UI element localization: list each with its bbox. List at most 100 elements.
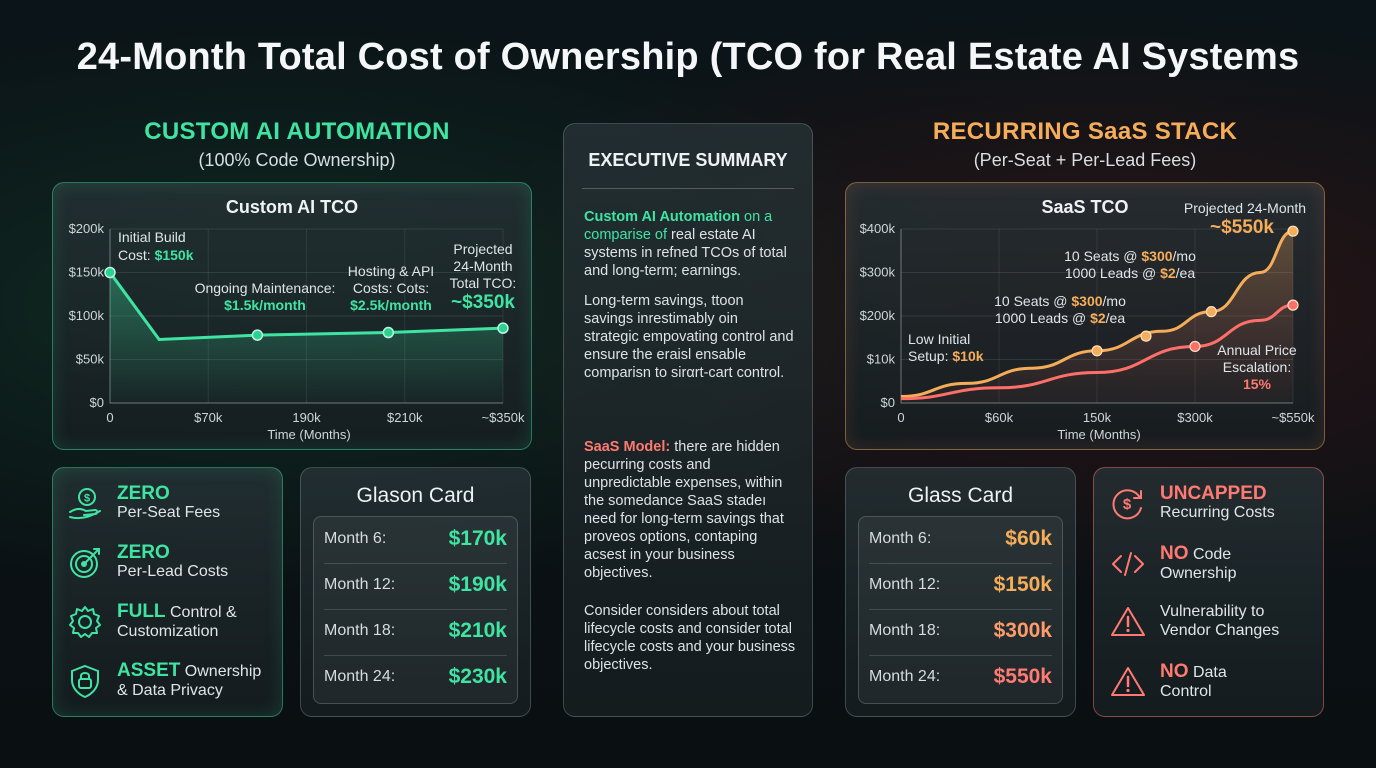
drawback-4-rest: Data: [1188, 664, 1227, 681]
saas-ann-escalation-2: Escalation:: [1223, 359, 1291, 375]
benefit-3-big: FULL: [117, 601, 166, 622]
data-point: [1287, 225, 1299, 237]
benefit-2-line2: Per-Lead Costs: [117, 563, 229, 580]
saas-area: [901, 231, 1293, 403]
benefit-4-big: ASSET: [117, 660, 181, 681]
svg-text:$: $: [84, 493, 90, 505]
saas-milestone-card: Glass Card Month 6: $60k Month 12: $150k M…: [845, 467, 1076, 717]
custom-ai-card-title: Glason Card: [356, 484, 475, 507]
data-point: [1205, 306, 1217, 318]
milestone-value: $550k: [993, 665, 1052, 688]
warning-icon: [1111, 607, 1145, 636]
page-title: 24-Month Total Cost of Ownership (TCO fo…: [76, 36, 1300, 78]
custom-ai-milestone-list: Month 6: $170k Month 12: $190k Month 18: $2…: [313, 516, 518, 704]
target-icon: [70, 548, 100, 578]
code-icon: [1112, 552, 1144, 576]
data-point: [1091, 345, 1103, 357]
ann-projected-1: Projected: [453, 241, 512, 257]
milestone-value: $190k: [448, 573, 507, 596]
y-tick-label: $50k: [76, 352, 105, 367]
summary-paragraph-1: Custom AI Automation on a comparise of r…: [584, 209, 787, 279]
y-tick-label: $0: [881, 395, 895, 410]
drawback-2-big: NO: [1160, 543, 1189, 564]
milestone-row: Month 12: $190k: [324, 563, 507, 610]
custom-ai-header: CUSTOM AI AUTOMATION (100% Code Ownershi…: [52, 118, 542, 171]
custom-ai-chart: $200k $150k $100k $50k $00 $70k 190k $210k ~$350…: [69, 221, 525, 442]
shield-icon: [71, 664, 99, 699]
summary-paragraph-3: SaaS Model: there are hidden pecurring c…: [584, 439, 784, 581]
data-point: [497, 322, 509, 334]
drawback-1-big: UNCAPPED: [1160, 483, 1267, 504]
benefit-3-rest: Control &: [165, 604, 237, 621]
recurring-dollar-icon: $: [1112, 489, 1142, 520]
milestone-row: Month 6: $170k: [324, 517, 507, 564]
milestone-row: Month 12: $150k: [869, 563, 1052, 610]
saas-ann-low-initial: Low Initial: [908, 331, 970, 347]
y-tick-label: $400k: [860, 221, 896, 236]
custom-ai-chart-title: Custom AI TCO: [225, 197, 359, 217]
hand-dollar-icon: $: [69, 488, 101, 520]
x-tick-label: $60k: [985, 410, 1014, 425]
saas-xlabel: Time (Months): [1057, 427, 1140, 442]
saas-ann-leads-2: 1000 Leads @ $2/ea: [995, 310, 1125, 326]
milestone-label: Month 12:: [324, 576, 396, 593]
saas-line-total: [900, 229, 1294, 398]
custom-ai-area: [110, 272, 503, 403]
drawback-3-rest: Vulnerability to: [1160, 603, 1265, 620]
ann-maintenance-label: Ongoing Maintenance:: [195, 280, 336, 296]
milestone-label: Month 6:: [324, 530, 387, 547]
benefit-4-line2: & Data Privacy: [117, 682, 223, 699]
saas-ann-setup: Setup: $10k: [908, 348, 984, 364]
custom-ai-title: CUSTOM AI AUTOMATION: [144, 118, 450, 145]
ann-projected-value: ~$350k: [451, 292, 515, 313]
milestone-row: Month 24: $550k: [869, 655, 1052, 701]
ann-projected-2: 24-Month: [453, 258, 512, 274]
saas-ann-seats-2: 10 Seats @ $300/mo: [994, 293, 1126, 309]
saas-ann-leads-1: 1000 Leads @ $2/ea: [1065, 265, 1195, 281]
milestone-label: Month 24:: [324, 668, 396, 685]
milestone-row: Month 6: $60k: [869, 517, 1052, 564]
milestone-label: Month 18:: [324, 622, 396, 639]
drawback-1-line2: Recurring Costs: [1160, 504, 1275, 521]
x-tick-label: 0: [106, 410, 113, 425]
ann-hosting-label: Hosting & API: [348, 263, 434, 279]
milestone-label: Month 24:: [869, 668, 941, 685]
x-tick-label: $210k: [387, 410, 423, 425]
y-tick-label: $300k: [860, 265, 896, 280]
drawback-4-line2: Control: [1160, 683, 1212, 700]
ann-hosting-label2: Costs: Cots:: [353, 280, 429, 296]
gear-icon: [69, 606, 101, 638]
summary-paragraph-4: Consider considers about total lifecycle…: [584, 603, 796, 673]
saas-chart-title: SaaS TCO: [1041, 197, 1129, 217]
saas-ann-projected-value: ~$550k: [1210, 217, 1274, 238]
milestone-label: Month 18:: [869, 622, 941, 639]
benefit-2-big: ZERO: [117, 542, 170, 563]
data-point: [1189, 340, 1201, 353]
y-tick-label: $200k: [69, 221, 105, 236]
saas-chart-panel: SaaS TCO $400k $300k $200k $10k $0 0 $60k 150k $…: [845, 182, 1325, 450]
custom-ai-benefits-panel: $ ZERO Per-Seat Fees ZERO Per-Lead Costs…: [52, 467, 283, 717]
saas-ann-escalation-1: Annual Price: [1217, 342, 1297, 358]
saas-title: RECURRING SaaS STACK: [932, 118, 1238, 145]
milestone-value: $210k: [448, 619, 507, 642]
milestone-value: $150k: [993, 573, 1052, 596]
x-tick-label: ~$350k: [481, 410, 525, 425]
ann-projected-3: Total TCO:: [450, 275, 517, 291]
summary-divider: [582, 188, 794, 189]
y-tick-label: $100k: [69, 308, 105, 323]
data-point: [1287, 299, 1299, 311]
saas-ann-projected: Projected 24-Month: [1184, 200, 1306, 216]
drawback-2-line2: Ownership: [1160, 565, 1237, 582]
y-tick-label: $10k: [867, 352, 896, 367]
executive-summary-title: EXECUTIVE SUMMARY: [588, 150, 788, 170]
drawback-4-big: NO: [1160, 661, 1189, 682]
saas-drawbacks-panel: $ UNCAPPED Recurring Costs NO Code Owner…: [1093, 467, 1324, 717]
y-tick-label: $200k: [860, 308, 896, 323]
drawback-2-rest: Code: [1188, 546, 1232, 563]
data-point: [1140, 330, 1152, 342]
milestone-row: Month 24: $230k: [324, 655, 507, 701]
ann-hosting-value: $2.5k/month: [350, 297, 432, 313]
benefit-1-line2: Per-Seat Fees: [117, 504, 221, 521]
x-tick-label: 190k: [292, 410, 321, 425]
benefit-4-rest: Ownership: [180, 663, 262, 680]
